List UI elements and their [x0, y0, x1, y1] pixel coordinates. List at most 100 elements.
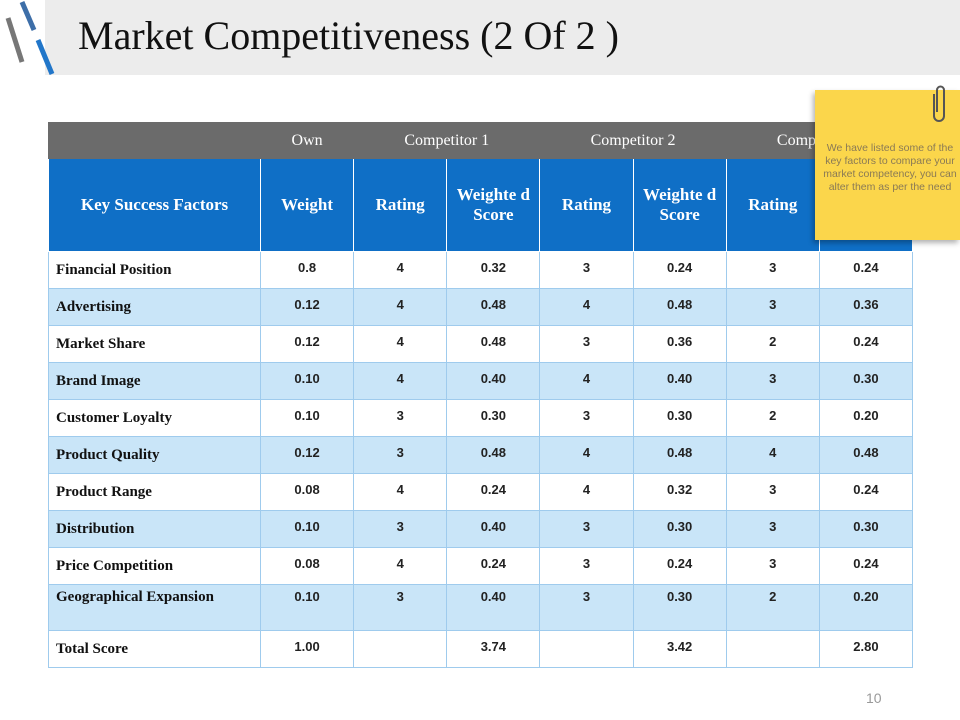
table-cell: 0.24 [818, 547, 914, 585]
table-cell: 2 [725, 399, 820, 437]
table-row: Advertising 0.12 4 0.48 4 0.48 3 0.36 [48, 288, 914, 326]
header-cell: Weight [259, 158, 355, 252]
table-cell: 3 [539, 325, 634, 363]
table-row: Market Share 0.12 4 0.48 3 0.36 2 0.24 [48, 325, 914, 363]
table-cell: 3 [353, 436, 448, 474]
table-cell: 0.36 [632, 325, 727, 363]
table-cell: 0.08 [259, 547, 355, 585]
table-cell: 0.30 [818, 510, 914, 548]
table-cell: 0.48 [446, 436, 541, 474]
page-number: 10 [866, 690, 882, 706]
table-cell: 4 [539, 362, 634, 400]
table-cell: 0.12 [259, 325, 355, 363]
group-header-cell: Own [259, 122, 355, 159]
group-header-cell [48, 122, 261, 159]
table-cell: 0.12 [259, 288, 355, 326]
table-cell: 3 [725, 251, 820, 289]
table-cell: 0.48 [632, 436, 727, 474]
row-label: Distribution [48, 510, 261, 548]
table-cell: 4 [353, 288, 448, 326]
table-cell: 2 [725, 325, 820, 363]
table-cell: 0.30 [632, 399, 727, 437]
table-cell: 0.48 [632, 288, 727, 326]
title-bar [45, 0, 960, 75]
header-cell: Weighte d Score [446, 158, 541, 252]
table-cell: 0.10 [259, 362, 355, 400]
table-cell: 3 [725, 547, 820, 585]
table-cell: 0.24 [446, 547, 541, 585]
sticky-note: We have listed some of the key factors t… [815, 85, 960, 240]
table-cell: 0.24 [818, 473, 914, 511]
table-cell: 3.42 [632, 630, 727, 668]
table-cell [353, 630, 448, 668]
table-cell: 3 [725, 362, 820, 400]
table-cell [725, 630, 820, 668]
table-row: Brand Image 0.10 4 0.40 4 0.40 3 0.30 [48, 362, 914, 400]
row-label: Financial Position [48, 251, 261, 289]
table-cell: 3.74 [446, 630, 541, 668]
table-cell: 0.40 [446, 510, 541, 548]
table-cell: 3 [539, 584, 634, 631]
table-cell: 4 [353, 473, 448, 511]
table-cell: 0.30 [632, 510, 727, 548]
table-cell: 0.48 [446, 325, 541, 363]
table-cell: 0.20 [818, 584, 914, 631]
table-cell: 0.12 [259, 436, 355, 474]
table-cell: 3 [725, 473, 820, 511]
table-cell: 2.80 [818, 630, 914, 668]
table-cell: 0.24 [632, 251, 727, 289]
table-cell: 0.8 [259, 251, 355, 289]
table-cell: 4 [539, 288, 634, 326]
header-row: Key Success Factors Weight Rating Weighte d… [48, 158, 914, 252]
table-cell: 3 [353, 510, 448, 548]
row-label: Price Competition [48, 547, 261, 585]
row-label: Total Score [48, 630, 261, 668]
table-cell: 2 [725, 584, 820, 631]
header-cell: Weighte d Score [632, 158, 727, 252]
table-cell: 0.32 [632, 473, 727, 511]
table-cell: 0.40 [446, 362, 541, 400]
table-cell: 4 [539, 473, 634, 511]
table-cell: 3 [539, 251, 634, 289]
table-cell: 0.10 [259, 399, 355, 437]
header-cell: Rating [353, 158, 448, 252]
table-cell: 3 [353, 399, 448, 437]
table-cell: 4 [725, 436, 820, 474]
table-cell: 0.10 [259, 584, 355, 631]
group-header-cell: Competitor 2 [539, 122, 727, 159]
row-label: Market Share [48, 325, 261, 363]
table-cell: 0.32 [446, 251, 541, 289]
table-row: Price Competition 0.08 4 0.24 3 0.24 3 0.24 [48, 547, 914, 585]
table-row: Product Quality 0.12 3 0.48 4 0.48 4 0.48 [48, 436, 914, 474]
row-label: Advertising [48, 288, 261, 326]
table-cell: 0.36 [818, 288, 914, 326]
table-cell: 0.24 [446, 473, 541, 511]
table-cell: 3 [539, 547, 634, 585]
table-cell: 1.00 [259, 630, 355, 668]
row-label: Product Quality [48, 436, 261, 474]
paperclip [933, 85, 945, 122]
table-cell: 0.20 [818, 399, 914, 437]
table-cell: 4 [353, 547, 448, 585]
table-cell: 3 [539, 399, 634, 437]
table-cell: 4 [353, 325, 448, 363]
table-row: Financial Position 0.8 4 0.32 3 0.24 3 0.24 [48, 251, 914, 289]
row-label: Customer Loyalty [48, 399, 261, 437]
table-row: Distribution 0.10 3 0.40 3 0.30 3 0.30 [48, 510, 914, 548]
row-label: Geographical Expansion [48, 584, 261, 631]
group-header-cell: Competitor 1 [353, 122, 541, 159]
note-text: We have listed some of the key factors t… [823, 142, 957, 193]
table-cell: 0.48 [818, 436, 914, 474]
table-row: Geographical Expansion 0.10 3 0.40 3 0.30 2 0.2… [48, 584, 914, 631]
table-row: Total Score 1.00 3.74 3.42 2.80 [48, 630, 914, 668]
header-cell: Rating [725, 158, 820, 252]
row-label: Product Range [48, 473, 261, 511]
table-cell: 0.30 [446, 399, 541, 437]
table-cell: 3 [353, 584, 448, 631]
table-cell: 4 [539, 436, 634, 474]
table-cell [539, 630, 634, 668]
header-cell: Key Success Factors [48, 158, 261, 252]
logo-slashes [5, 1, 55, 75]
